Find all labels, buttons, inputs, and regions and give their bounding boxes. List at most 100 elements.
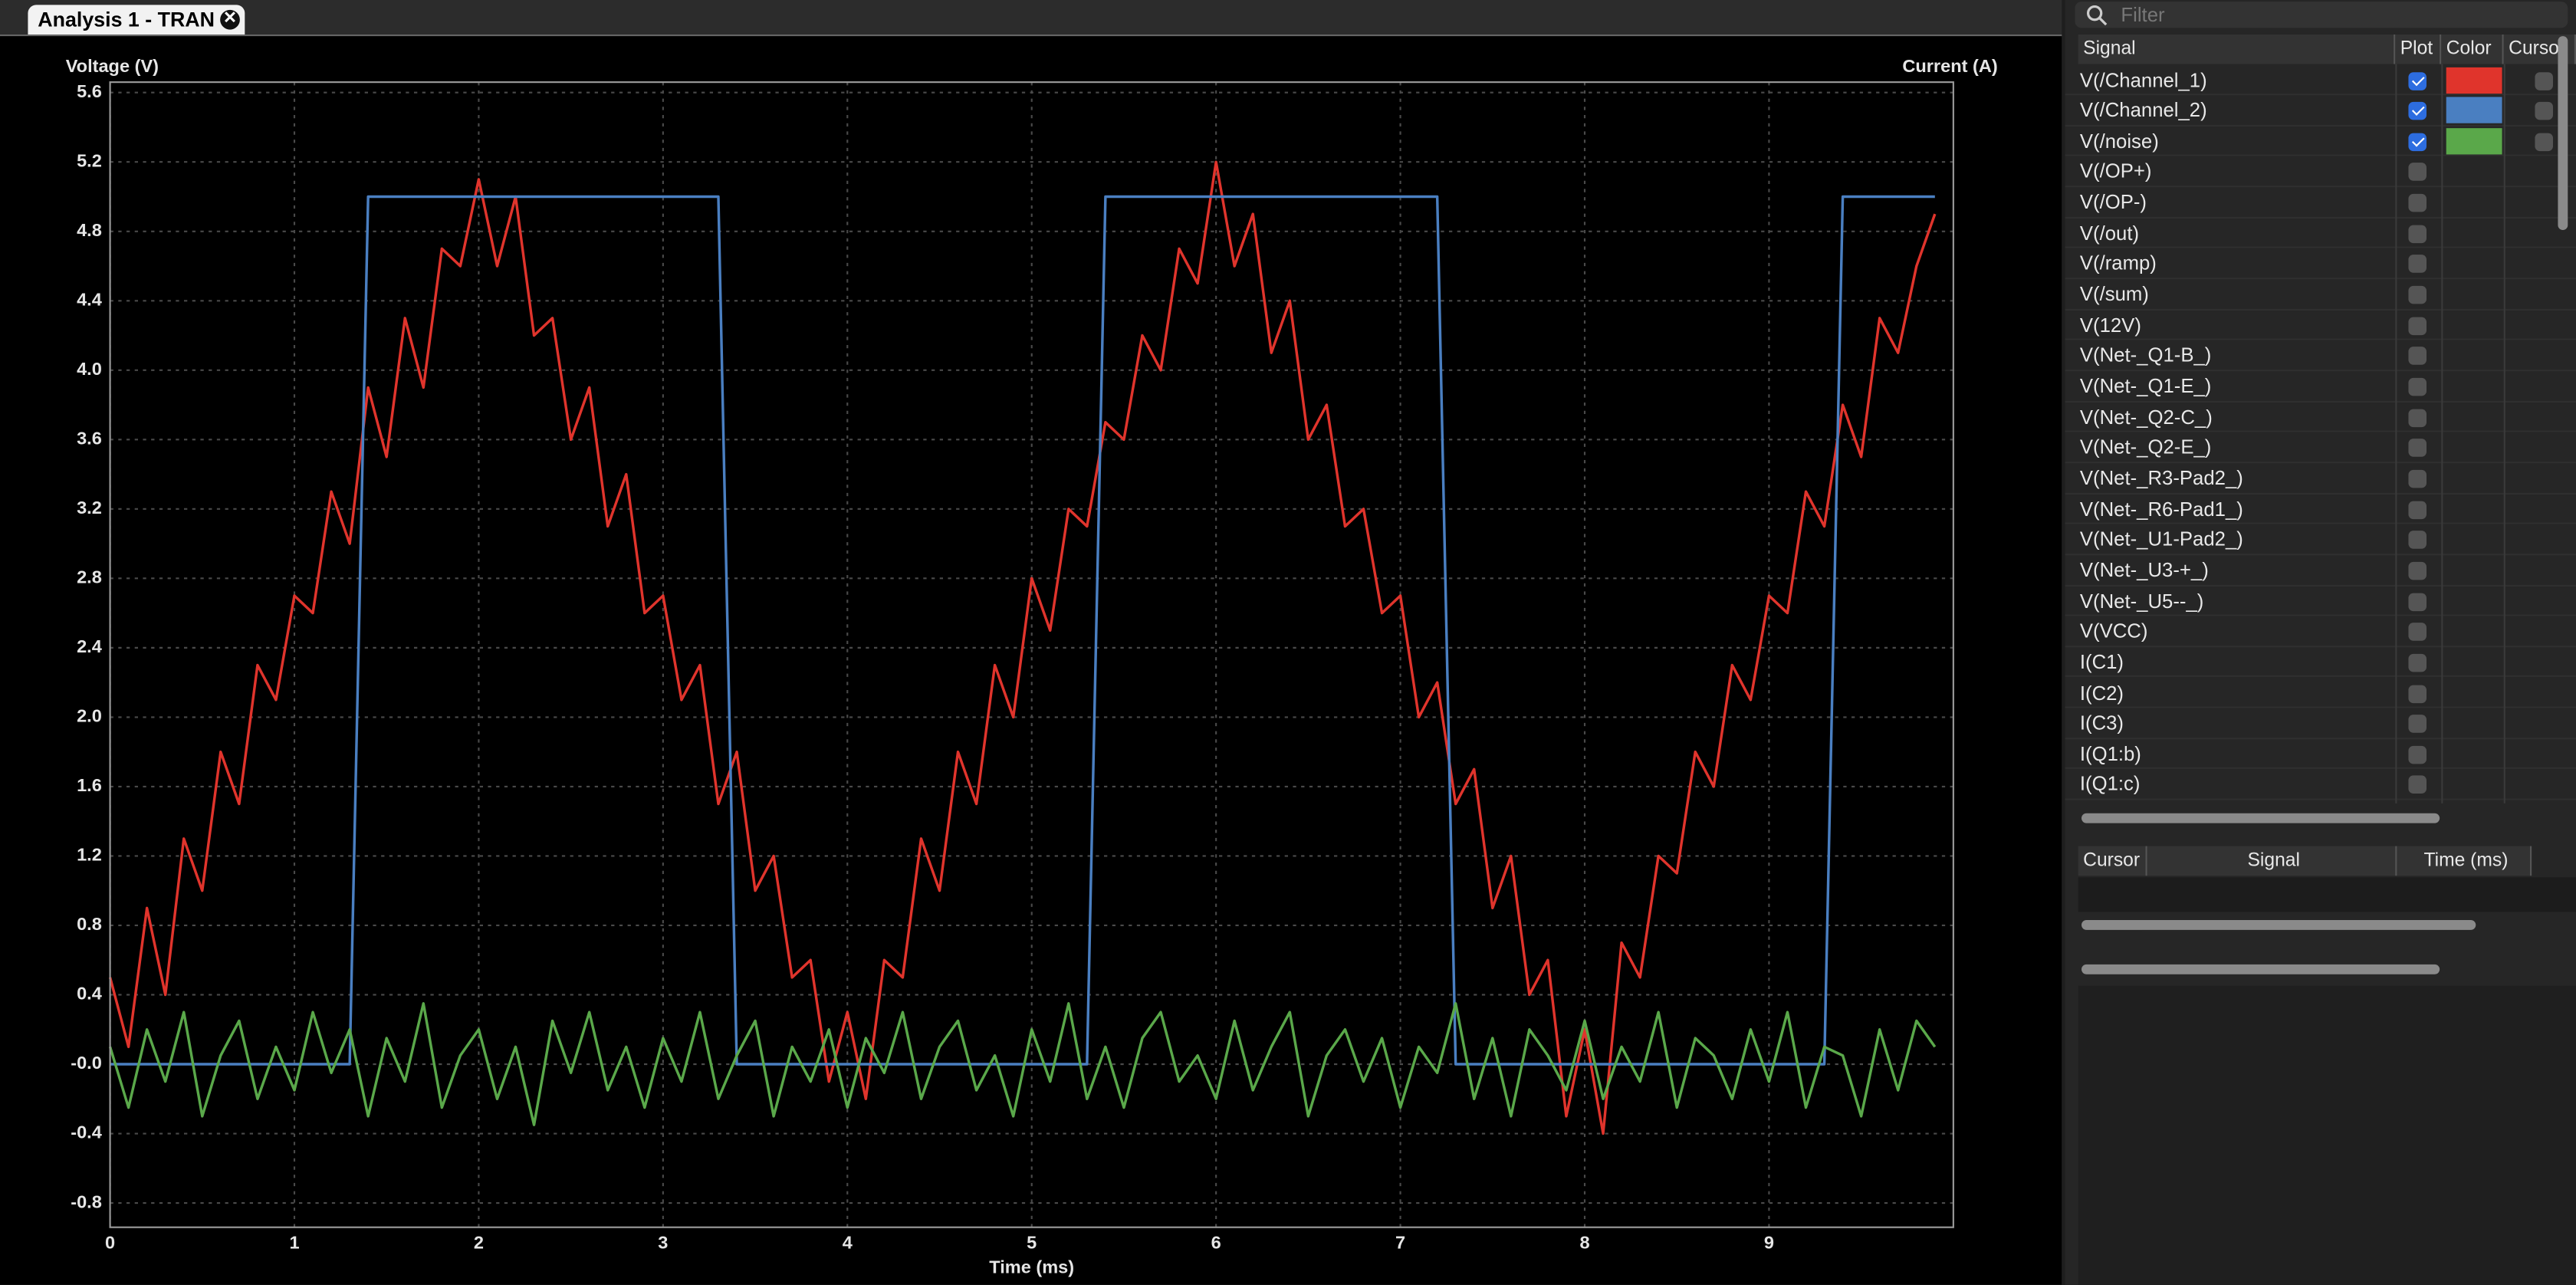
- y-tick-label: 4.0: [77, 359, 102, 379]
- scrollbar[interactable]: [2082, 964, 2440, 974]
- column-header: Time (ms): [2397, 846, 2532, 876]
- signal-row[interactable]: V(/OP-): [2065, 187, 2576, 219]
- signal-name: I(C3): [2079, 712, 2124, 735]
- cursor-checkbox[interactable]: [2535, 133, 2553, 151]
- scrollbar[interactable]: [2082, 920, 2476, 930]
- plot-checkbox[interactable]: [2408, 285, 2426, 304]
- signal-row[interactable]: V(/out): [2065, 218, 2576, 249]
- signal-row[interactable]: V(Net-_Q1-E_): [2065, 371, 2576, 403]
- filter-box[interactable]: Filter: [2075, 2, 2568, 28]
- plot-checkbox[interactable]: [2408, 561, 2426, 580]
- y-tick-label: -0.4: [71, 1122, 102, 1142]
- y-tick-label: -0.8: [71, 1191, 102, 1211]
- signal-row[interactable]: V(Net-_Q2-E_): [2065, 432, 2576, 464]
- plot-checkbox[interactable]: [2408, 653, 2426, 672]
- y-tick-label: 2.4: [77, 636, 102, 656]
- signal-name: V(Net-_Q2-E_): [2079, 435, 2212, 459]
- signal-row[interactable]: V(Net-_U3-+_): [2065, 555, 2576, 586]
- plot-checkbox[interactable]: [2408, 500, 2426, 519]
- signal-row[interactable]: I(Q1:b): [2065, 739, 2576, 770]
- column-divider: [2441, 64, 2443, 804]
- scrollbar[interactable]: [2558, 36, 2568, 231]
- signal-row[interactable]: V(/noise): [2065, 127, 2576, 157]
- plot-checkbox[interactable]: [2408, 102, 2426, 120]
- scrollbar[interactable]: [2082, 813, 2440, 823]
- measurements-area: [2078, 985, 2576, 1285]
- x-tick-label: 9: [1764, 1232, 1774, 1252]
- trace: [108, 160, 1937, 1135]
- plot-checkbox[interactable]: [2408, 255, 2426, 274]
- signal-row[interactable]: V(/Channel_2): [2065, 96, 2576, 127]
- signal-name: V(12V): [2079, 313, 2141, 337]
- plot-checkbox[interactable]: [2408, 133, 2426, 151]
- x-tick-label: 8: [1579, 1232, 1589, 1252]
- signal-row[interactable]: I(C2): [2065, 678, 2576, 708]
- plot-checkbox[interactable]: [2408, 684, 2426, 703]
- plot-checkbox[interactable]: [2408, 194, 2426, 212]
- plot-checkbox[interactable]: [2408, 531, 2426, 550]
- plot-checkbox[interactable]: [2408, 71, 2426, 90]
- plot-frame: [109, 81, 1954, 1228]
- plot-checkbox[interactable]: [2408, 408, 2426, 427]
- y-tick-label: 3.2: [77, 498, 102, 518]
- search-icon: [2086, 5, 2108, 26]
- x-tick-label: 6: [1211, 1232, 1221, 1252]
- signal-row[interactable]: I(C3): [2065, 708, 2576, 739]
- column-divider: [2503, 64, 2505, 804]
- signal-name: V(/Channel_1): [2079, 67, 2207, 91]
- signal-row[interactable]: V(/sum): [2065, 279, 2576, 311]
- signal-row[interactable]: V(VCC): [2065, 616, 2576, 647]
- cursor-checkbox[interactable]: [2535, 71, 2553, 90]
- plot-checkbox[interactable]: [2408, 316, 2426, 335]
- signal-row[interactable]: V(/OP+): [2065, 157, 2576, 188]
- plot-checkbox[interactable]: [2408, 439, 2426, 458]
- y-tick-label: 2.0: [77, 706, 102, 726]
- signal-name: I(Q1:b): [2079, 742, 2141, 766]
- signal-row[interactable]: V(Net-_Q2-C_): [2065, 402, 2576, 433]
- signal-row[interactable]: V(Net-_U5--_): [2065, 586, 2576, 616]
- plot-checkbox[interactable]: [2408, 715, 2426, 734]
- signal-name: V(Net-_U5--_): [2079, 589, 2204, 613]
- y-tick-label: 4.8: [77, 220, 102, 240]
- plot-checkbox[interactable]: [2408, 745, 2426, 764]
- signal-row[interactable]: I(Q1:c): [2065, 770, 2576, 800]
- analysis-tab[interactable]: Analysis 1 - TRAN ✕: [28, 5, 245, 35]
- y-tick-label: 5.2: [77, 150, 102, 170]
- y-tick-label: -0.0: [71, 1053, 102, 1073]
- color-swatch: [2446, 127, 2502, 154]
- y-tick-label: 0.4: [77, 984, 102, 1004]
- plot-checkbox[interactable]: [2408, 163, 2426, 182]
- tab-title: Analysis 1 - TRAN: [38, 8, 215, 31]
- signal-name: V(/out): [2079, 221, 2140, 245]
- signal-name: V(Net-_U1-Pad2_): [2079, 527, 2243, 551]
- signal-row[interactable]: V(Net-_R6-Pad1_): [2065, 494, 2576, 525]
- ticks: 0 1 2 3 4 5 6 7 8 9 -0.8 -0.4 -0.0 0.4 0.8 1.2 1.6 2.0 2.4…: [71, 81, 1774, 1252]
- y-axis-label: Voltage (V): [66, 56, 159, 76]
- plot-checkbox[interactable]: [2408, 469, 2426, 488]
- x-tick-label: 3: [658, 1232, 668, 1252]
- signal-row[interactable]: V(Net-_Q1-B_): [2065, 340, 2576, 372]
- signal-row[interactable]: V(Net-_U1-Pad2_): [2065, 524, 2576, 556]
- signal-row[interactable]: I(C1): [2065, 647, 2576, 678]
- plot-checkbox[interactable]: [2408, 377, 2426, 396]
- trace: [108, 1002, 1937, 1126]
- plot-checkbox[interactable]: [2408, 592, 2426, 611]
- tab-close[interactable]: ✕: [220, 9, 240, 30]
- plot-checkbox[interactable]: [2408, 776, 2426, 794]
- plot-checkbox[interactable]: [2408, 347, 2426, 366]
- plot-checkbox[interactable]: [2408, 225, 2426, 243]
- y-tick-label: 0.8: [77, 914, 102, 934]
- signal-row[interactable]: V(/Channel_1): [2065, 65, 2576, 96]
- column-header: Color: [2441, 35, 2504, 64]
- plot-checkbox[interactable]: [2408, 623, 2426, 642]
- signal-row[interactable]: V(Net-_R3-Pad2_): [2065, 463, 2576, 495]
- cursor-row: [2078, 877, 2576, 912]
- signal-row[interactable]: V(/ramp): [2065, 248, 2576, 280]
- y-tick-label: 4.4: [77, 289, 102, 309]
- cursor-checkbox[interactable]: [2535, 102, 2553, 120]
- x-tick-label: 4: [843, 1232, 853, 1252]
- signal-name: I(C1): [2079, 650, 2124, 674]
- x-tick-label: 5: [1027, 1232, 1037, 1252]
- signal-row[interactable]: V(12V): [2065, 310, 2576, 341]
- signal-name: I(Q1:c): [2079, 773, 2141, 797]
